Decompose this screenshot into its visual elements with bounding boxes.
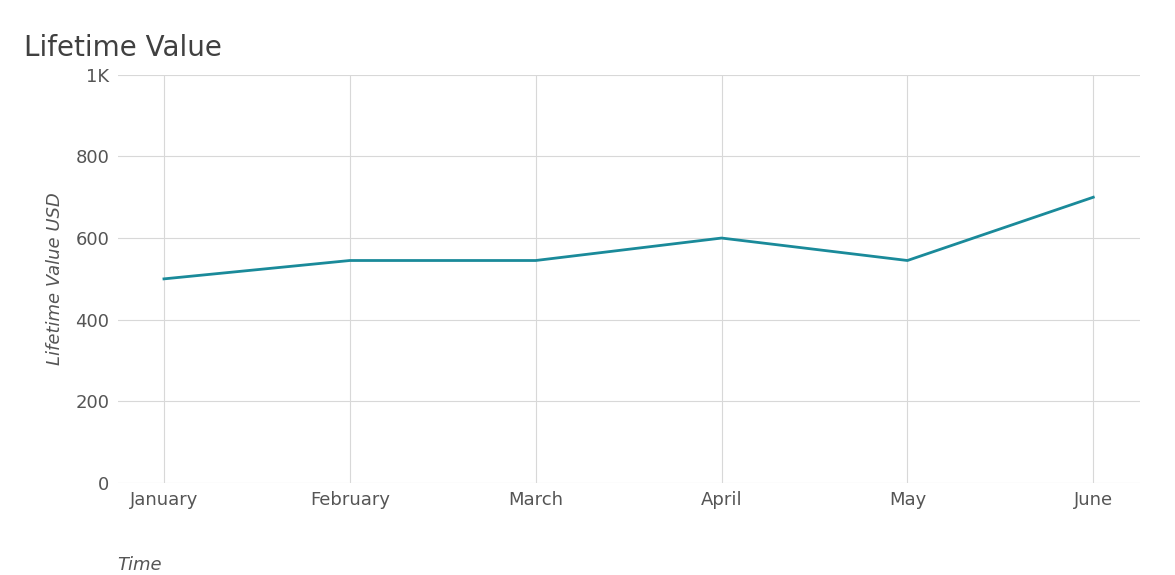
Text: Time: Time: [118, 557, 162, 574]
Y-axis label: Lifetime Value USD: Lifetime Value USD: [46, 193, 65, 365]
Text: Lifetime Value: Lifetime Value: [24, 34, 221, 63]
